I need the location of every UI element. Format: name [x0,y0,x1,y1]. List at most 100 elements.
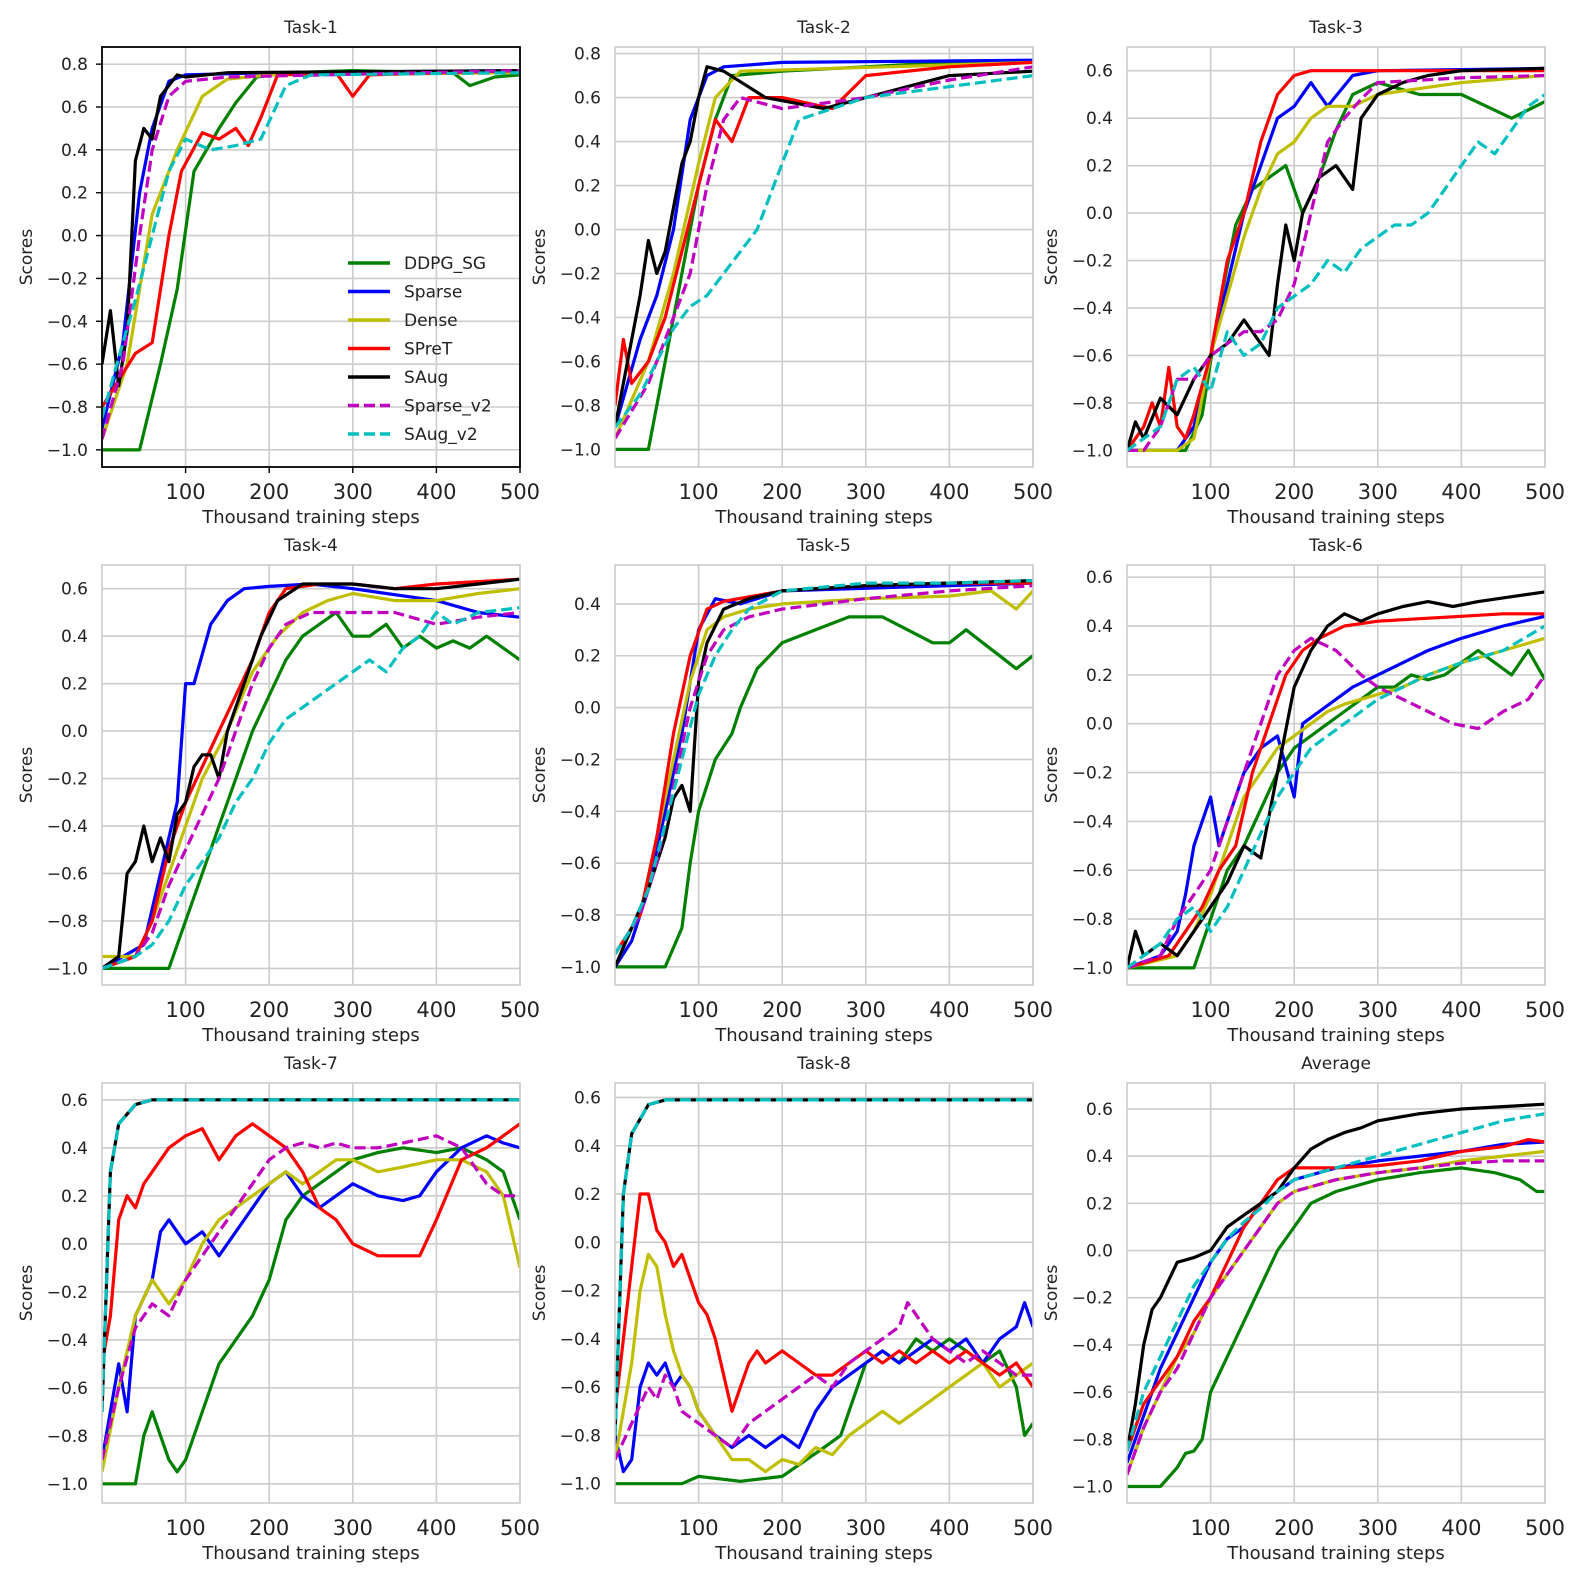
plot-frame [614,564,1034,986]
x-tick-label: 400 [416,480,456,504]
y-tick-label: 0.4 [1086,617,1113,637]
y-tick-label: 0.6 [1086,62,1113,82]
x-tick-label: 200 [249,1516,289,1540]
y-tick-label: −0.2 [1072,252,1113,272]
x-tick-label: 300 [846,1516,886,1540]
series-line-ddpg-sg [1127,1166,1545,1489]
y-tick-label: 0.6 [61,1091,88,1111]
y-tick-label: −0.4 [1072,812,1113,832]
series-line-spret [1127,612,1545,970]
x-tick-label: 400 [416,998,456,1022]
y-tick-label: −0.2 [47,269,88,289]
x-tick-label: 500 [1525,1516,1565,1540]
y-tick-label: 0.6 [1086,1100,1113,1120]
y-axis-label: Scores [17,1265,37,1322]
y-tick-label: −0.8 [47,1427,88,1447]
x-tick-label: 300 [333,480,373,504]
y-tick-label: −1.0 [560,958,601,978]
y-tick-label: −0.4 [1072,1336,1113,1356]
x-tick-label: 500 [1525,480,1565,504]
plot-frame [101,564,521,986]
y-tick-label: 0.0 [574,1233,601,1253]
y-tick-label: −0.8 [47,912,88,932]
y-tick-label: 0.4 [61,1139,88,1159]
series-line-saug [102,577,520,970]
x-axis-label: Thousand training steps [714,507,933,528]
y-tick-label: −0.4 [47,1331,88,1351]
y-tick-label: 0.4 [574,1137,601,1157]
series-line-saug [102,69,520,388]
y-tick-label: 0.0 [574,221,601,241]
subplot-task-1: Task-1 100 200 300 400 500 −1.0 −0.8 −0.6 −0.4 −0.… [17,18,540,528]
y-axis-label: Scores [1042,229,1062,286]
y-axis-label: Scores [530,1265,550,1322]
plot-frame [101,46,521,468]
x-tick-label: 100 [1191,998,1231,1022]
legend-label: Dense [404,311,458,331]
series-line-saug [1127,66,1545,451]
y-tick-label: −0.2 [47,770,88,790]
legend-item-sparse-v2: Sparse_v2 [348,397,492,417]
y-axis-label: Scores [17,229,37,286]
y-tick-label: 0.4 [1086,109,1113,129]
x-tick-label: 200 [762,480,802,504]
y-tick-label: 0.4 [574,595,601,615]
series-line-spret [102,69,520,408]
y-tick-label: −0.6 [47,355,88,375]
legend-label: SPreT [404,340,453,360]
subplot-task-2: Task-2 100 200 300 400 500 −1.0 −0.8 −0.6 −0.4 −0.… [530,18,1053,528]
x-tick-label: 500 [1013,998,1053,1022]
y-tick-label: −0.6 [560,1378,601,1398]
subplot-task-5: Task-5 100 200 300 400 500 −1.0 −0.8 −0.6 −0.4 −0.… [530,536,1053,1046]
legend-label: DDPG_SG [404,254,486,274]
series-group [615,58,1033,451]
x-tick-label: 200 [762,998,802,1022]
y-tick-label: −1.0 [47,959,88,979]
series-line-saug-v2 [1127,93,1545,452]
subplot-grid: Task-1 100 200 300 400 500 −1.0 −0.8 −0.6 −0.4 −0.… [17,18,1565,1564]
plot-frame [101,1082,521,1504]
series-group [1127,590,1545,970]
x-tick-label: 200 [762,1516,802,1540]
series-group [1127,66,1545,452]
legend-item-saug-v2: SAug_v2 [348,425,478,445]
x-tick-label: 500 [1525,998,1565,1022]
y-tick-label: 0.4 [1086,1147,1113,1167]
x-tick-label: 400 [929,1516,969,1540]
legend-item-dense: Dense [348,311,458,331]
y-tick-label: 0.2 [574,1185,601,1205]
series-line-sparse [1127,66,1545,452]
legend-label: Sparse_v2 [404,397,492,417]
y-tick-label: 0.2 [574,647,601,667]
x-tick-label: 300 [1358,998,1398,1022]
legend-label: SAug_v2 [404,425,478,445]
y-tick-label: −0.4 [560,308,601,328]
series-line-spret [615,60,1033,406]
plot-frame [1126,564,1546,986]
y-tick-label: −0.6 [47,864,88,884]
legend-label: SAug [404,368,448,388]
subplot-title: Task-7 [283,1054,338,1074]
x-axis-label: Thousand training steps [1226,1543,1445,1564]
y-tick-label: −0.8 [1072,910,1113,930]
subplot-average: Average 100 200 300 400 500 −1.0 −0.8 −0.6 −0.4 −0… [1042,1054,1565,1564]
subplot-title: Task-5 [796,536,851,556]
x-axis-label: Thousand training steps [201,1025,420,1046]
y-tick-label: −0.2 [1072,764,1113,784]
y-tick-label: −0.2 [47,1283,88,1303]
series-line-saug-v2 [615,579,1033,955]
series-line-sparse-v2 [615,584,1033,955]
y-tick-label: 0.6 [574,1088,601,1108]
series-line-spret [615,1192,1033,1413]
subplot-title: Average [1301,1054,1371,1074]
series-line-spret [1127,1138,1545,1452]
x-tick-label: 100 [679,998,719,1022]
series-line-sparse-v2 [1127,636,1545,970]
series-line-sparse-v2 [102,1134,520,1461]
series-line-sparse [615,1301,1033,1474]
legend-item-spret: SPreT [348,340,453,360]
y-tick-label: −0.4 [47,312,88,332]
x-axis-label: Thousand training steps [714,1543,933,1564]
